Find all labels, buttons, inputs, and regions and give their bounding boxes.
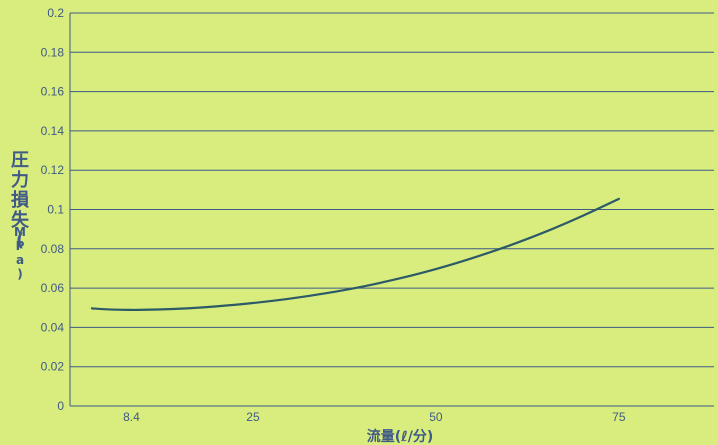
y-tick-label: 0.18	[41, 45, 65, 59]
y-tick-label: 0.06	[41, 281, 65, 295]
y-tick-label: 0.08	[41, 242, 65, 256]
y-tick-label: 0.04	[41, 320, 65, 334]
y-tick-label: 0.02	[41, 360, 65, 374]
x-tick-label: 25	[246, 410, 260, 424]
grid-layer	[70, 12, 714, 407]
x-tick-label: 8.4	[123, 410, 140, 424]
y-tick-label: 0.1	[47, 203, 64, 217]
x-axis-title: 流量(ℓ/分)	[367, 428, 434, 445]
y-tick-label: 0.16	[41, 85, 65, 99]
y-tick-label: 0.12	[41, 163, 65, 177]
tick-label-layer: 0 0.02 0.04 0.06 0.08 0.1 0.12 0.14 0.16 0.18 0.2 8…	[41, 6, 626, 424]
series-layer	[90, 197, 620, 312]
x-tick-label: 75	[612, 410, 626, 424]
x-tick-label: 50	[429, 410, 443, 424]
y-tick-label: 0	[57, 399, 64, 413]
y-tick-label: 0.14	[41, 124, 65, 138]
y-tick-label: 0.2	[47, 6, 64, 20]
series-line	[90, 197, 620, 312]
